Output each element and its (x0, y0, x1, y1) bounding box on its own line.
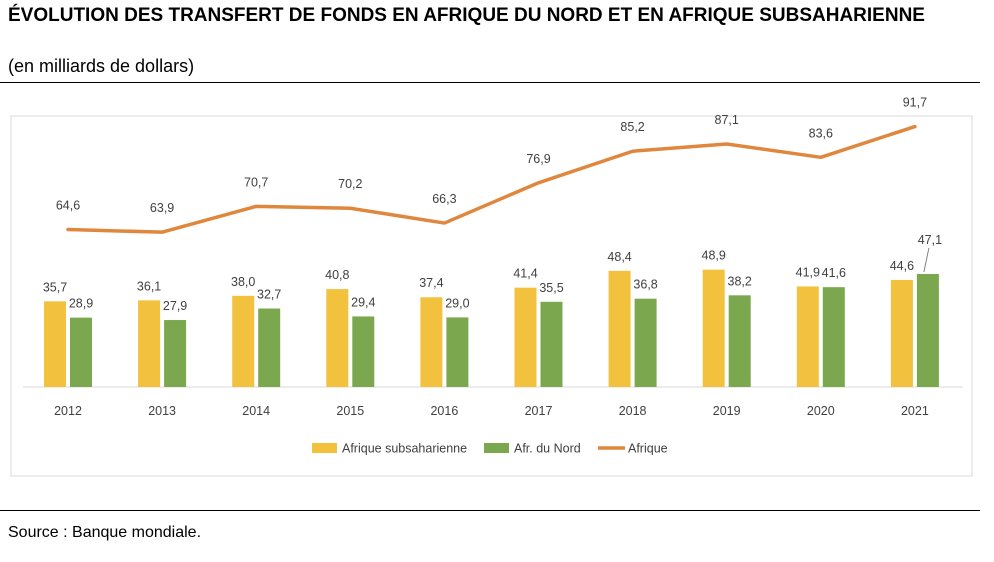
label-afrique-subsaharienne-2016: 37,4 (419, 276, 443, 290)
label-afrique-2014: 70,7 (244, 175, 268, 189)
bar-afrique-subsaharienne-2017 (514, 287, 537, 387)
label-afrique-subsaharienne-2020: 41,9 (796, 265, 820, 279)
bar-afrique-subsaharienne-2015 (326, 289, 349, 387)
label-afrique-subsaharienne-2012: 35,7 (43, 280, 67, 294)
x-tick-2014: 2014 (242, 404, 270, 418)
x-tick-2015: 2015 (336, 404, 364, 418)
leader-line-afr-du-nord-2021 (923, 247, 930, 273)
label-afrique-subsaharienne-2017: 41,4 (513, 267, 537, 281)
x-tick-2012: 2012 (54, 404, 82, 418)
bar-afrique-subsaharienne-2014 (232, 295, 255, 387)
label-afr-du-nord-2015: 29,4 (351, 295, 375, 309)
x-tick-2021: 2021 (901, 404, 929, 418)
x-tick-2018: 2018 (619, 404, 647, 418)
x-tick-2020: 2020 (807, 404, 835, 418)
bar-afrique-subsaharienne-2013 (138, 300, 161, 387)
label-afrique-subsaharienne-2018: 48,4 (607, 250, 631, 264)
x-tick-2013: 2013 (148, 404, 176, 418)
label-afrique-2019: 87,1 (715, 113, 739, 127)
chart-title: ÉVOLUTION DES TRANSFERT DE FONDS EN AFRI… (8, 5, 925, 26)
x-tick-2016: 2016 (430, 404, 458, 418)
label-afrique-2021: 91,7 (903, 96, 927, 110)
label-afrique-subsaharienne-2013: 36,1 (137, 279, 161, 293)
label-afr-du-nord-2016: 29,0 (445, 296, 469, 310)
label-afr-du-nord-2020: 41,6 (822, 266, 846, 280)
label-afr-du-nord-2014: 32,7 (257, 288, 281, 302)
label-afr-du-nord-2019: 38,2 (728, 274, 752, 288)
bar-afr-du-nord-2013 (164, 320, 187, 387)
label-afrique-2015: 70,2 (338, 177, 362, 191)
label-afrique-2017: 76,9 (526, 152, 550, 166)
bar-afr-du-nord-2021 (916, 273, 939, 387)
bar-afrique-subsaharienne-2016 (420, 297, 443, 387)
label-afr-du-nord-2012: 28,9 (69, 297, 93, 311)
bar-afr-du-nord-2015 (352, 316, 375, 387)
top-rule (0, 82, 980, 83)
legend-label-afrique: Afrique (628, 442, 668, 456)
legend-swatch-afrique-subsaharienne (312, 443, 337, 453)
bar-afrique-subsaharienne-2020 (796, 286, 819, 387)
chart: 35,728,9 64,6 36,127,9 63,9 38,032,7 70,7 40,8… (10, 96, 973, 477)
x-tick-2017: 2017 (525, 404, 553, 418)
label-afrique-2013: 63,9 (150, 201, 174, 215)
source-note: Source : Banque mondiale. (8, 524, 202, 541)
label-afr-du-nord-2021: 47,1 (918, 233, 942, 247)
bar-afr-du-nord-2018 (634, 298, 657, 387)
legend-swatch-afr-du-nord (484, 443, 509, 453)
bar-afrique-subsaharienne-2018 (608, 270, 631, 387)
label-afrique-2016: 66,3 (432, 192, 456, 206)
label-afr-du-nord-2017: 35,5 (539, 281, 563, 295)
bar-afr-du-nord-2017 (540, 301, 563, 387)
bar-afr-du-nord-2014 (258, 308, 281, 387)
label-afr-du-nord-2013: 27,9 (163, 299, 187, 313)
bar-afr-du-nord-2012 (70, 317, 92, 387)
line-afrique (66, 124, 917, 234)
label-afrique-subsaharienne-2014: 38,0 (231, 275, 255, 289)
label-afrique-2012: 64,6 (56, 199, 80, 213)
bar-afr-du-nord-2016 (446, 317, 469, 387)
label-afrique-subsaharienne-2015: 40,8 (325, 268, 349, 282)
bar-afrique-subsaharienne-2012 (44, 301, 66, 387)
label-afrique-2020: 83,6 (809, 126, 833, 140)
bar-afrique-subsaharienne-2019 (702, 269, 725, 387)
bar-afrique-subsaharienne-2021 (890, 279, 913, 387)
label-afrique-subsaharienne-2021: 44,6 (890, 259, 914, 273)
x-tick-2019: 2019 (713, 404, 741, 418)
chart-subtitle: (en milliards de dollars) (8, 56, 195, 76)
legend-label-afr-du-nord: Afr. du Nord (514, 442, 581, 456)
label-afr-du-nord-2018: 36,8 (633, 278, 657, 292)
legend-label-afrique-subsaharienne: Afrique subsaharienne (342, 442, 467, 456)
bar-afr-du-nord-2020 (822, 287, 845, 387)
label-afrique-subsaharienne-2019: 48,9 (702, 249, 726, 263)
bar-afr-du-nord-2019 (728, 295, 751, 387)
bottom-rule (0, 510, 980, 511)
label-afrique-2018: 85,2 (620, 120, 644, 134)
